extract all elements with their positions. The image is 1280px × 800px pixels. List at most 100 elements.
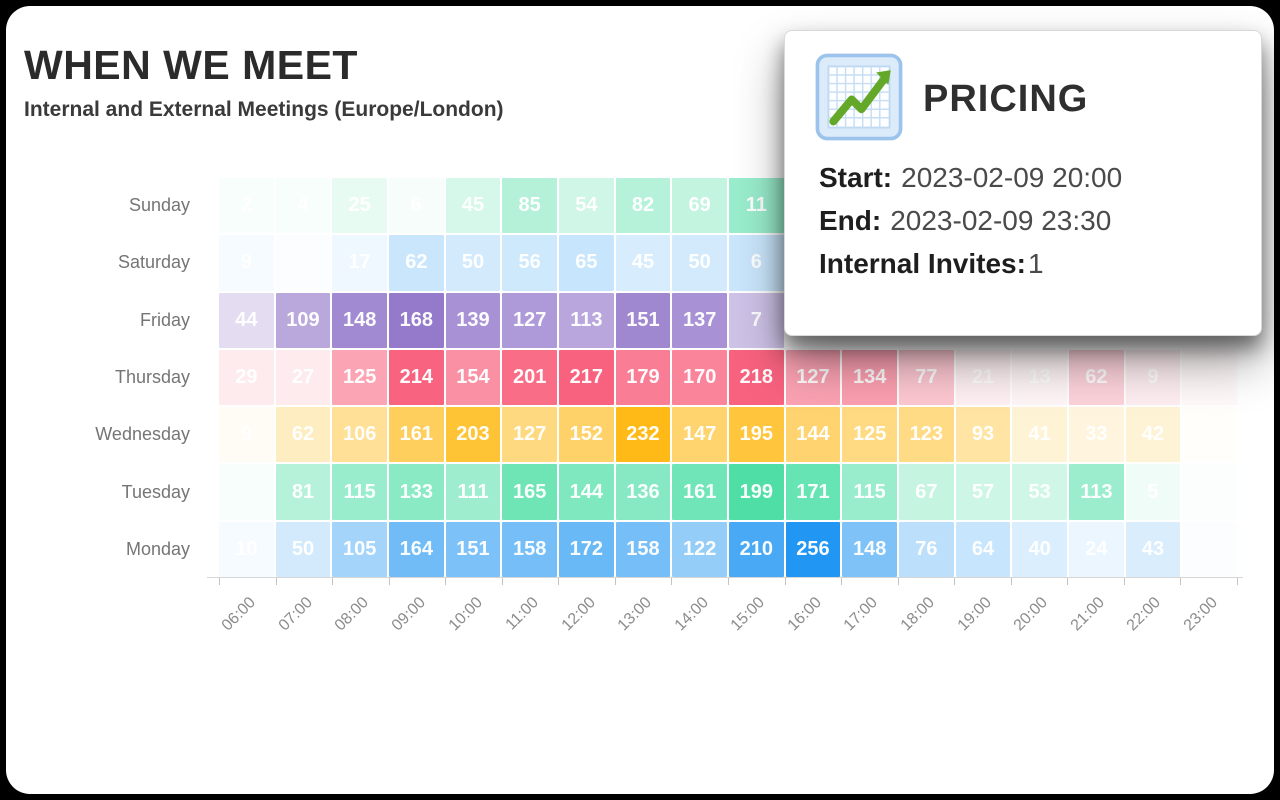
heatmap-cell[interactable]: 111 <box>445 464 501 520</box>
heatmap-cell[interactable]: 151 <box>445 521 501 577</box>
heatmap-cell[interactable]: 148 <box>842 521 897 577</box>
heatmap-cell[interactable]: 50 <box>672 235 727 291</box>
heatmap-cell[interactable]: 147 <box>672 407 727 463</box>
heatmap-cell[interactable]: 77 <box>899 349 954 406</box>
heatmap-cell[interactable]: 144 <box>559 464 614 520</box>
heatmap-cell[interactable]: 256 <box>785 521 841 577</box>
heatmap-cell[interactable]: 172 <box>559 521 614 577</box>
heatmap-cell[interactable] <box>1182 407 1237 462</box>
heatmap-cell[interactable]: 137 <box>672 292 727 348</box>
heatmap-cell[interactable]: 170 <box>672 349 727 406</box>
heatmap-cell[interactable]: 109 <box>275 292 331 348</box>
heatmap-cell[interactable]: 125 <box>842 407 897 463</box>
heatmap-cell[interactable]: 9 <box>1125 349 1181 406</box>
heatmap-cell[interactable]: 42 <box>1125 407 1181 463</box>
heatmap-cell[interactable]: 27 <box>275 349 331 406</box>
heatmap-cell[interactable]: 62 <box>389 235 444 291</box>
heatmap-cell[interactable]: 127 <box>785 349 841 406</box>
heatmap-cell[interactable]: 45 <box>615 235 671 291</box>
heatmap-cell[interactable]: 122 <box>672 521 727 577</box>
heatmap-cell[interactable]: 5 <box>1125 464 1181 520</box>
heatmap-cell[interactable]: 123 <box>899 407 954 463</box>
heatmap-cell[interactable]: 214 <box>389 349 444 406</box>
heatmap-cell[interactable]: 158 <box>615 521 671 577</box>
heatmap-cell[interactable]: 9 <box>219 407 274 463</box>
heatmap-cell[interactable]: 136 <box>615 464 671 520</box>
heatmap-cell[interactable]: 195 <box>729 407 784 463</box>
heatmap-cell[interactable]: 179 <box>615 349 671 406</box>
heatmap-cell[interactable]: 203 <box>445 407 501 463</box>
heatmap-cell[interactable]: 45 <box>445 178 501 234</box>
heatmap-cell[interactable]: 24 <box>1069 521 1124 577</box>
heatmap-cell[interactable]: 67 <box>899 464 954 520</box>
heatmap-cell[interactable]: 6 <box>389 178 444 234</box>
heatmap-cell[interactable]: 40 <box>1012 521 1067 577</box>
heatmap-cell[interactable]: 139 <box>445 292 501 348</box>
heatmap-cell[interactable]: 161 <box>389 407 444 463</box>
heatmap-cell[interactable]: 11 <box>729 178 784 234</box>
heatmap-cell[interactable]: 57 <box>955 464 1011 520</box>
heatmap-cell[interactable]: 54 <box>559 178 614 234</box>
heatmap-cell[interactable]: 125 <box>332 349 387 406</box>
heatmap-cell[interactable]: 64 <box>955 521 1011 577</box>
heatmap-cell[interactable]: 85 <box>502 178 557 234</box>
heatmap-cell[interactable]: 161 <box>672 464 727 520</box>
heatmap-cell[interactable]: 93 <box>955 407 1011 463</box>
heatmap-cell[interactable]: 158 <box>502 521 557 577</box>
heatmap-cell[interactable]: 21 <box>955 349 1011 406</box>
heatmap-cell[interactable]: 105 <box>332 521 387 577</box>
heatmap-cell[interactable]: 2 <box>219 178 274 233</box>
heatmap-cell[interactable]: 151 <box>615 292 671 348</box>
heatmap-cell[interactable]: 44 <box>219 292 274 348</box>
heatmap-cell[interactable]: 164 <box>389 521 444 577</box>
heatmap-cell[interactable]: 50 <box>275 521 331 577</box>
heatmap-cell[interactable]: 65 <box>559 235 614 291</box>
heatmap-cell[interactable]: 218 <box>729 349 784 406</box>
heatmap-cell[interactable]: 43 <box>1125 521 1181 577</box>
heatmap-cell[interactable]: 152 <box>559 407 614 463</box>
heatmap-cell[interactable]: 69 <box>672 178 727 234</box>
heatmap-cell[interactable]: 9 <box>219 235 274 291</box>
heatmap-cell[interactable] <box>1182 350 1237 405</box>
heatmap-cell[interactable]: 134 <box>842 349 897 406</box>
heatmap-cell[interactable]: 7 <box>729 292 784 348</box>
heatmap-cell[interactable]: 115 <box>332 464 387 520</box>
heatmap-cell[interactable]: 82 <box>615 178 671 234</box>
heatmap-cell[interactable]: 144 <box>785 407 841 463</box>
heatmap-cell[interactable]: 201 <box>502 349 557 406</box>
heatmap-cell[interactable]: 25 <box>332 178 387 234</box>
heatmap-cell[interactable] <box>1182 464 1237 519</box>
heatmap-cell[interactable]: 148 <box>332 292 387 348</box>
heatmap-cell[interactable]: 217 <box>559 349 614 406</box>
heatmap-cell[interactable]: 168 <box>389 292 444 348</box>
heatmap-cell[interactable]: 133 <box>389 464 444 520</box>
heatmap-cell[interactable]: 4 <box>276 178 331 233</box>
heatmap-cell[interactable]: 53 <box>1012 464 1067 520</box>
heatmap-cell[interactable]: 56 <box>502 235 557 291</box>
heatmap-cell[interactable]: 113 <box>1069 464 1124 520</box>
heatmap-cell[interactable]: 41 <box>1012 407 1067 463</box>
heatmap-cell[interactable]: 13 <box>1012 349 1067 406</box>
heatmap-cell[interactable]: 199 <box>729 464 784 520</box>
heatmap-cell[interactable]: 106 <box>332 407 387 463</box>
heatmap-cell[interactable]: 232 <box>615 407 671 463</box>
heatmap-cell[interactable]: 171 <box>785 464 841 520</box>
heatmap-cell[interactable] <box>1182 522 1237 577</box>
heatmap-cell[interactable]: 17 <box>332 235 387 291</box>
heatmap-cell[interactable]: 113 <box>559 292 614 348</box>
heatmap-cell[interactable]: 29 <box>219 349 274 406</box>
heatmap-cell[interactable]: 115 <box>842 464 897 520</box>
heatmap-cell[interactable] <box>219 464 274 519</box>
heatmap-cell[interactable]: 62 <box>1069 349 1124 406</box>
heatmap-cell[interactable]: 6 <box>729 235 784 291</box>
heatmap-cell[interactable]: 50 <box>445 235 501 291</box>
heatmap-cell[interactable]: 165 <box>502 464 557 520</box>
heatmap-cell[interactable]: 76 <box>899 521 954 577</box>
heatmap-cell[interactable]: 33 <box>1069 407 1124 463</box>
heatmap-cell[interactable]: 62 <box>275 407 331 463</box>
heatmap-cell[interactable]: 127 <box>502 292 557 348</box>
heatmap-cell[interactable]: 10 <box>219 521 274 577</box>
heatmap-cell[interactable] <box>276 235 331 290</box>
heatmap-cell[interactable]: 81 <box>275 464 331 520</box>
heatmap-cell[interactable]: 154 <box>445 349 501 406</box>
